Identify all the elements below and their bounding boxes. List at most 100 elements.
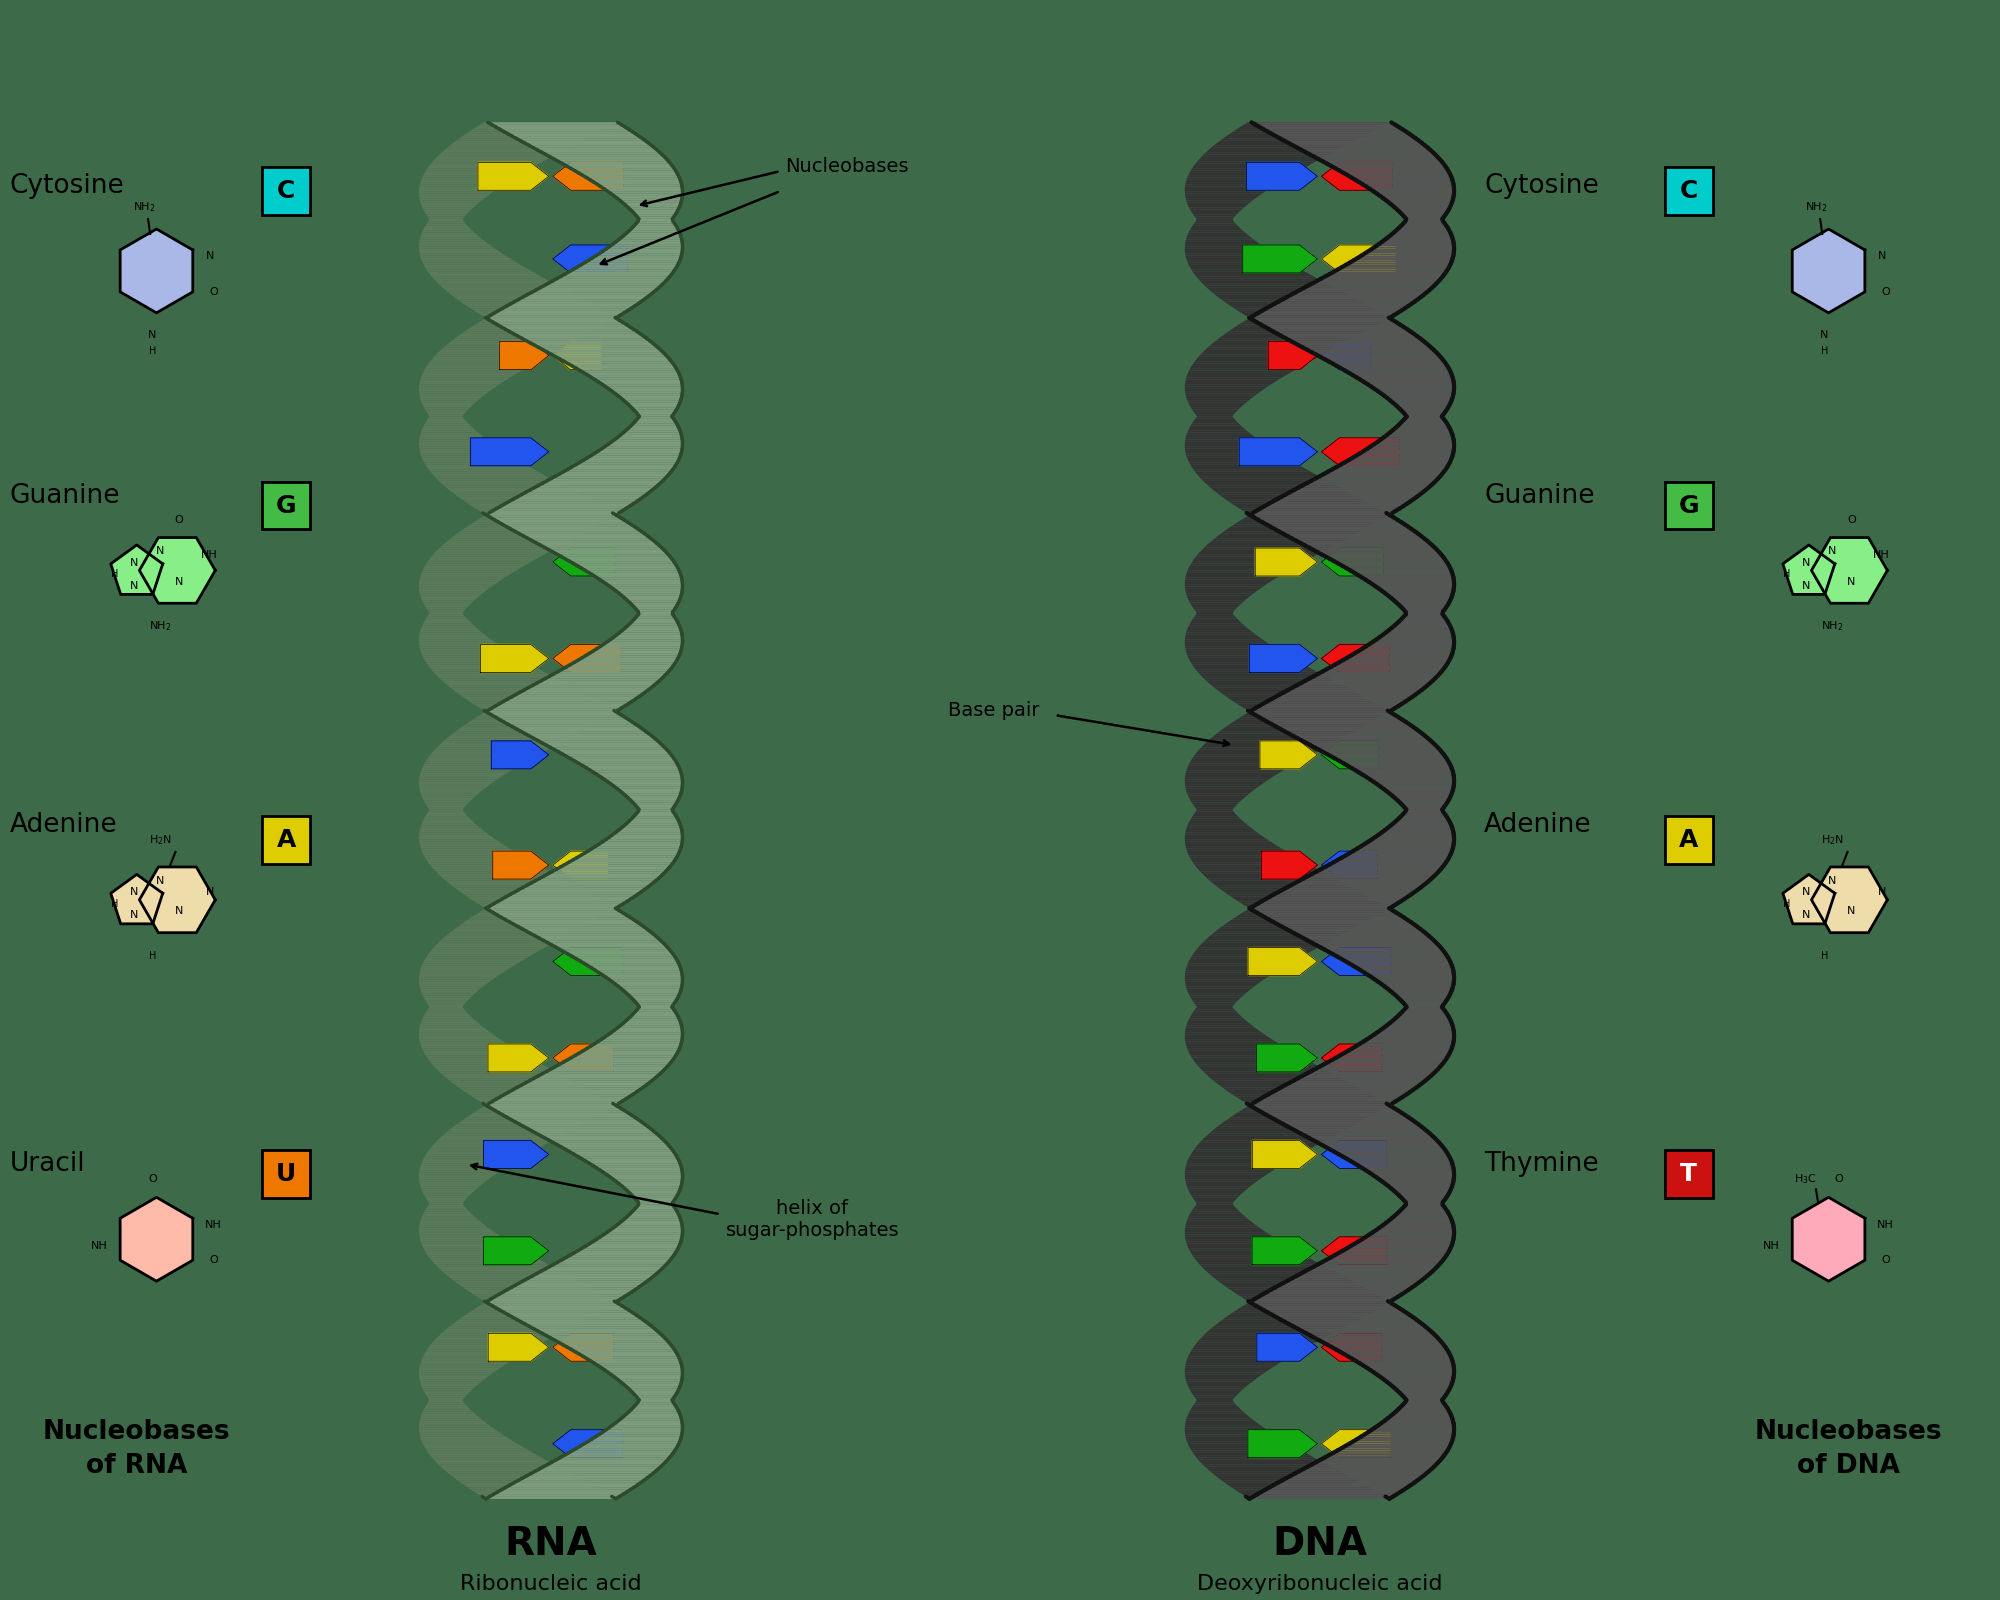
Polygon shape (1202, 547, 1330, 550)
Text: N: N (1848, 576, 1856, 587)
Polygon shape (566, 757, 674, 758)
Polygon shape (1188, 766, 1292, 768)
Polygon shape (420, 440, 490, 442)
Polygon shape (1344, 461, 1450, 462)
Polygon shape (1390, 1021, 1452, 1022)
Text: Guanine: Guanine (10, 483, 120, 509)
Polygon shape (1290, 1474, 1426, 1475)
Text: N: N (1848, 906, 1856, 917)
Polygon shape (420, 595, 480, 598)
Polygon shape (420, 1186, 480, 1189)
Polygon shape (556, 1064, 670, 1067)
Polygon shape (562, 274, 672, 277)
Polygon shape (1384, 198, 1454, 200)
Polygon shape (1186, 589, 1260, 590)
Polygon shape (1284, 1322, 1422, 1325)
Polygon shape (1236, 704, 1380, 706)
Polygon shape (502, 525, 634, 526)
Polygon shape (1188, 1051, 1294, 1053)
Polygon shape (1186, 1162, 1288, 1163)
Polygon shape (624, 1021, 680, 1022)
Polygon shape (562, 557, 672, 558)
Polygon shape (606, 837, 682, 840)
Polygon shape (436, 942, 554, 946)
Polygon shape (1322, 1146, 1444, 1147)
Polygon shape (1184, 979, 1264, 982)
Polygon shape (594, 648, 682, 651)
Polygon shape (1274, 922, 1414, 925)
Polygon shape (1184, 442, 1264, 445)
Polygon shape (1400, 1195, 1448, 1198)
Polygon shape (494, 914, 626, 915)
Polygon shape (422, 1358, 514, 1362)
Polygon shape (596, 379, 682, 382)
Polygon shape (1202, 1336, 1328, 1338)
Polygon shape (432, 947, 546, 949)
Polygon shape (604, 248, 682, 251)
Polygon shape (1184, 1227, 1262, 1230)
Polygon shape (1226, 725, 1366, 726)
Polygon shape (1304, 546, 1434, 547)
Polygon shape (1326, 667, 1446, 669)
Polygon shape (538, 1331, 660, 1333)
Polygon shape (1246, 1496, 1390, 1499)
Polygon shape (1206, 347, 1336, 350)
Polygon shape (420, 830, 486, 832)
Polygon shape (434, 946, 550, 947)
Polygon shape (1262, 851, 1318, 878)
Polygon shape (1364, 1432, 1454, 1435)
Polygon shape (1230, 1290, 1372, 1291)
Polygon shape (422, 798, 474, 800)
Polygon shape (1222, 334, 1362, 336)
Polygon shape (522, 885, 650, 888)
Polygon shape (630, 1410, 678, 1411)
Polygon shape (420, 432, 480, 435)
Polygon shape (528, 685, 654, 688)
Polygon shape (480, 1299, 614, 1301)
Polygon shape (1186, 1358, 1286, 1362)
Polygon shape (1190, 661, 1300, 662)
Text: C: C (278, 179, 296, 203)
Polygon shape (1400, 1210, 1448, 1211)
Polygon shape (432, 750, 548, 752)
Polygon shape (432, 1341, 546, 1342)
Polygon shape (438, 941, 558, 942)
Polygon shape (538, 680, 660, 683)
Polygon shape (1220, 1085, 1358, 1088)
Polygon shape (1388, 398, 1452, 400)
Polygon shape (1322, 1141, 1386, 1168)
Polygon shape (1214, 1080, 1350, 1083)
Polygon shape (444, 878, 566, 880)
Polygon shape (420, 1232, 498, 1235)
Polygon shape (1252, 510, 1396, 514)
Polygon shape (1188, 1248, 1296, 1251)
Polygon shape (1184, 1174, 1266, 1178)
Polygon shape (638, 1005, 674, 1006)
Polygon shape (1266, 306, 1408, 309)
Polygon shape (420, 1173, 498, 1174)
Polygon shape (594, 182, 682, 184)
Polygon shape (1402, 805, 1446, 806)
Polygon shape (424, 1053, 526, 1056)
Polygon shape (1386, 1022, 1452, 1026)
Polygon shape (424, 424, 470, 426)
Text: H: H (1784, 899, 1790, 909)
Polygon shape (1390, 400, 1452, 403)
Polygon shape (1184, 778, 1272, 779)
Polygon shape (1230, 131, 1372, 134)
Text: Adenine: Adenine (1484, 811, 1592, 838)
Polygon shape (1188, 208, 1244, 210)
Polygon shape (1186, 1243, 1288, 1246)
Polygon shape (512, 136, 642, 139)
Polygon shape (500, 701, 632, 704)
Polygon shape (1258, 914, 1400, 915)
Text: O: O (1882, 1254, 1890, 1266)
Polygon shape (1224, 301, 1364, 304)
Polygon shape (1206, 938, 1336, 941)
Polygon shape (494, 322, 626, 325)
Polygon shape (420, 437, 486, 440)
Polygon shape (1186, 374, 1286, 378)
Polygon shape (1204, 1072, 1332, 1074)
Polygon shape (632, 226, 678, 229)
Polygon shape (1398, 1014, 1448, 1016)
